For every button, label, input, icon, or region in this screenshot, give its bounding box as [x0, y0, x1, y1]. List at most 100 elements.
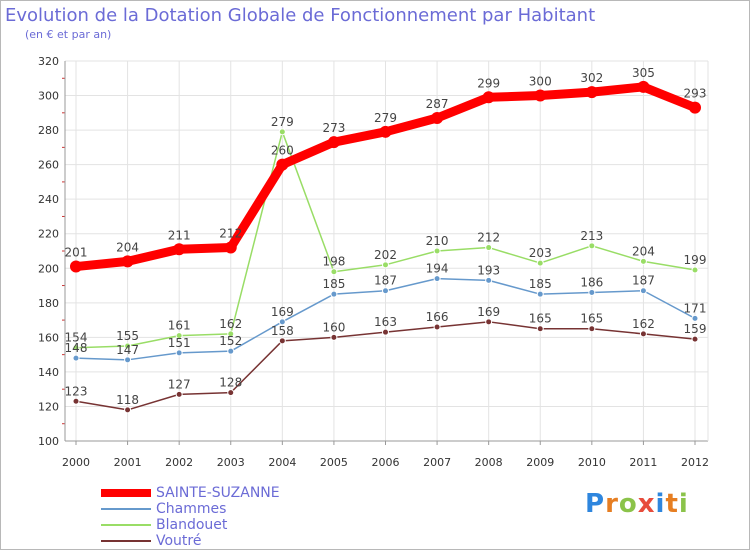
data-point	[482, 91, 495, 104]
data-label: 162	[219, 317, 242, 331]
data-label: 204	[116, 240, 139, 254]
axes	[62, 61, 709, 445]
y-tick-label: 280	[38, 124, 59, 137]
data-label: 158	[271, 324, 294, 338]
data-point	[485, 318, 493, 326]
data-label: 166	[426, 310, 449, 324]
data-point	[72, 354, 80, 362]
data-label: 128	[219, 376, 242, 390]
chart-title: Evolution de la Dotation Globale de Fonc…	[5, 5, 596, 26]
data-point	[485, 276, 493, 284]
series-chammes	[72, 275, 699, 364]
data-label: 212	[477, 231, 500, 245]
data-point	[485, 244, 493, 252]
x-tick-label: 2004	[268, 456, 296, 469]
data-label: 165	[529, 312, 552, 326]
y-tick-label: 200	[38, 262, 59, 275]
data-label: 198	[322, 255, 345, 269]
y-axis-ticks: 100 120 140 160 180 200 220 240 260 280 300 320	[38, 55, 59, 448]
data-label: 123	[65, 384, 88, 398]
legend-swatch	[101, 489, 151, 497]
data-label: 201	[65, 246, 88, 260]
data-point	[536, 259, 544, 267]
x-tick-label: 2011	[629, 456, 657, 469]
data-point	[588, 325, 596, 333]
data-point	[70, 260, 82, 273]
data-point	[433, 247, 441, 255]
data-point	[431, 112, 444, 124]
data-label: 152	[219, 334, 242, 348]
data-point	[639, 287, 647, 295]
data-point	[124, 406, 132, 414]
brand-logo: Proxiti	[585, 489, 689, 519]
data-label: 159	[684, 322, 707, 336]
data-label: 155	[116, 329, 139, 343]
data-label: 187	[374, 274, 397, 288]
data-label: 204	[632, 244, 655, 258]
data-label: 305	[632, 66, 655, 80]
data-label: 186	[580, 275, 603, 289]
y-tick-label: 180	[38, 297, 59, 310]
brand-letter: r	[605, 489, 619, 519]
x-tick-label: 2006	[372, 456, 400, 469]
data-point	[224, 241, 237, 254]
legend-swatch	[101, 540, 151, 542]
series-blandouet	[72, 128, 699, 352]
data-point	[278, 318, 286, 326]
data-point	[691, 335, 699, 343]
y-tick-label: 260	[38, 159, 59, 172]
data-label: 165	[580, 312, 603, 326]
data-label: 203	[529, 246, 552, 260]
data-point	[588, 242, 596, 250]
data-label: 171	[684, 301, 707, 315]
data-label: 185	[322, 277, 345, 291]
data-label: 199	[684, 253, 707, 267]
y-tick-label: 140	[38, 366, 59, 379]
y-tick-label: 100	[38, 435, 59, 448]
data-label: 162	[632, 317, 655, 331]
legend-swatch	[101, 508, 151, 510]
series-voutré	[72, 318, 699, 414]
data-point	[227, 389, 235, 397]
legend-label: SAINTE-SUZANNE	[156, 485, 280, 501]
data-label: 147	[116, 343, 139, 357]
data-point	[175, 349, 183, 357]
data-label: 279	[271, 115, 294, 129]
data-point	[639, 330, 647, 338]
data-label: 279	[374, 111, 397, 125]
data-point	[72, 344, 80, 352]
data-label: 161	[168, 319, 191, 333]
y-tick-label: 300	[38, 90, 59, 103]
x-tick-label: 2001	[114, 456, 142, 469]
data-point	[72, 397, 80, 405]
data-label: 300	[529, 75, 552, 89]
data-point	[536, 325, 544, 333]
brand-letter: o	[618, 489, 638, 519]
y-tick-label: 120	[38, 400, 59, 413]
data-point	[124, 356, 132, 364]
data-label: 293	[684, 87, 707, 101]
data-label: 194	[426, 262, 449, 276]
x-tick-label: 2003	[217, 456, 245, 469]
data-point	[330, 290, 338, 298]
data-label: 212	[219, 227, 242, 241]
data-point	[227, 347, 235, 355]
series-layer	[70, 80, 701, 414]
data-point	[278, 128, 286, 136]
data-label: 148	[65, 341, 88, 355]
data-point	[534, 89, 547, 102]
data-labels-layer: 123 118 127 128 158 160 163 166 169 165 165 162 159 1…	[65, 66, 707, 407]
data-point	[433, 323, 441, 331]
brand-letter: i	[678, 489, 689, 519]
x-tick-label: 2008	[475, 456, 503, 469]
x-tick-label: 2010	[578, 456, 606, 469]
data-point	[433, 275, 441, 283]
series-sainte-suzanne	[70, 80, 701, 273]
legend-swatch	[101, 524, 151, 526]
x-tick-label: 2005	[320, 456, 348, 469]
data-point	[175, 332, 183, 340]
data-label: 187	[632, 274, 655, 288]
data-point	[173, 243, 186, 256]
